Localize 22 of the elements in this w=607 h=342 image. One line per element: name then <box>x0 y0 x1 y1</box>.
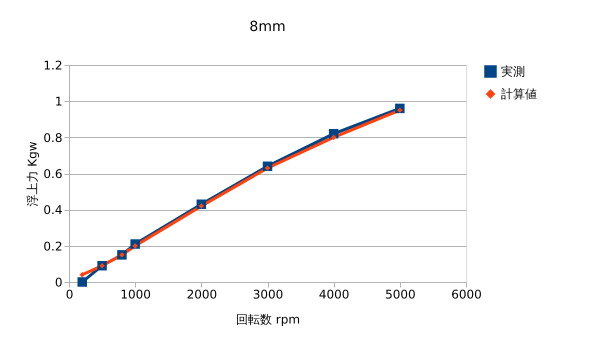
x-tick-label: 1000 <box>120 288 151 302</box>
x-tick-label: 6000 <box>451 288 482 302</box>
x-tick-label: 2000 <box>186 288 218 302</box>
legend-label: 実測 <box>501 64 525 78</box>
y-tick-label: 0.2 <box>43 239 62 254</box>
x-tick-label: 3000 <box>252 288 284 302</box>
y-tick-label: 0.8 <box>43 130 62 145</box>
point <box>330 134 336 140</box>
y-tick-label: 0.4 <box>43 203 62 218</box>
point <box>79 272 85 278</box>
chart-title: 8mm <box>249 19 286 35</box>
legend-label: 計算値 <box>501 87 537 101</box>
y-tick-label: 0 <box>54 276 62 290</box>
y-tick-label: 0.6 <box>43 167 62 181</box>
y-tick-label: 1.2 <box>43 58 62 72</box>
x-axis-title: 回転数 rpm <box>236 312 300 326</box>
point <box>77 277 87 287</box>
y-axis-title: 浮上力 Kgw <box>25 141 40 207</box>
x-tick-label: 4000 <box>318 288 350 302</box>
y-tick-label: 1 <box>54 94 62 109</box>
x-tick-label: 5000 <box>385 288 416 302</box>
x-tick-label: 0 <box>66 288 74 302</box>
